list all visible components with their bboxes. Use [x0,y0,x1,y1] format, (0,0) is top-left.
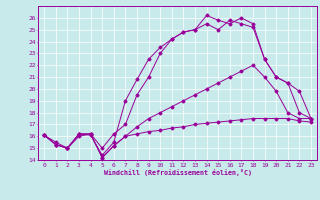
X-axis label: Windchill (Refroidissement éolien,°C): Windchill (Refroidissement éolien,°C) [104,169,252,176]
